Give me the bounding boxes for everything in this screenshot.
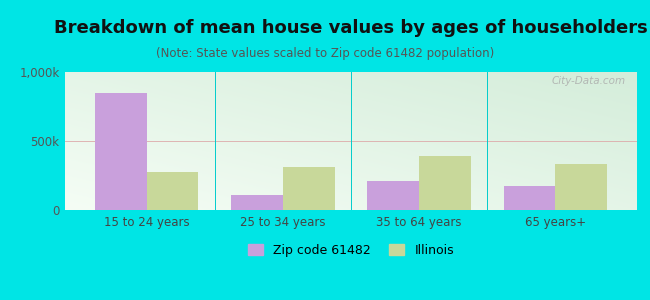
Bar — [419, 156, 471, 210]
Bar — [147, 172, 198, 210]
Bar — [367, 181, 419, 210]
Title: Breakdown of mean house values by ages of householders: Breakdown of mean house values by ages o… — [54, 19, 648, 37]
Text: City-Data.com: City-Data.com — [551, 76, 625, 86]
Bar — [283, 167, 335, 210]
Bar — [231, 195, 283, 210]
Text: (Note: State values scaled to Zip code 61482 population): (Note: State values scaled to Zip code 6… — [156, 46, 494, 59]
Bar — [95, 93, 147, 210]
Legend: Zip code 61482, Illinois: Zip code 61482, Illinois — [243, 239, 459, 262]
Bar — [555, 164, 607, 210]
Bar — [504, 186, 555, 210]
